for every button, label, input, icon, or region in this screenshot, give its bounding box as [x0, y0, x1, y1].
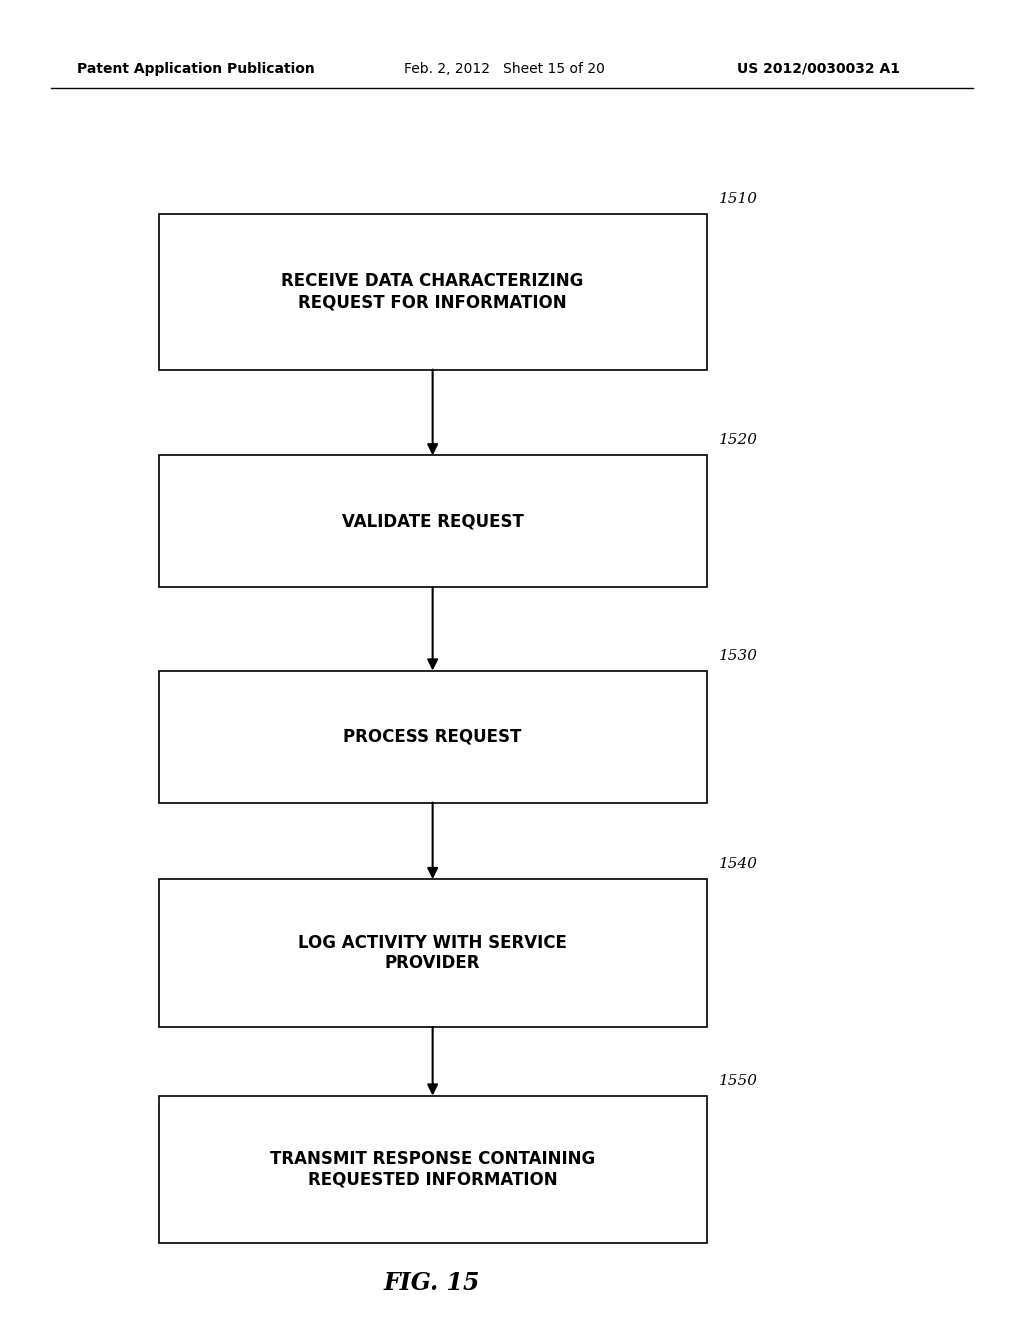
Text: 1540: 1540 — [719, 857, 758, 871]
Bar — [159, 1096, 707, 1243]
Text: 1550: 1550 — [719, 1073, 758, 1088]
Bar — [159, 671, 707, 803]
Text: 1510: 1510 — [719, 191, 758, 206]
Text: FIG. 15: FIG. 15 — [384, 1271, 480, 1295]
Bar — [159, 879, 707, 1027]
Text: TRANSMIT RESPONSE CONTAINING
REQUESTED INFORMATION: TRANSMIT RESPONSE CONTAINING REQUESTED I… — [270, 1150, 595, 1189]
Text: LOG ACTIVITY WITH SERVICE
PROVIDER: LOG ACTIVITY WITH SERVICE PROVIDER — [298, 933, 567, 973]
Text: PROCESS REQUEST: PROCESS REQUEST — [343, 727, 522, 746]
Text: RECEIVE DATA CHARACTERIZING
REQUEST FOR INFORMATION: RECEIVE DATA CHARACTERIZING REQUEST FOR … — [282, 272, 584, 312]
Text: Patent Application Publication: Patent Application Publication — [77, 62, 314, 75]
Text: 1520: 1520 — [719, 433, 758, 447]
Text: VALIDATE REQUEST: VALIDATE REQUEST — [342, 512, 523, 531]
Bar — [159, 214, 707, 370]
Bar — [159, 455, 707, 587]
Text: 1530: 1530 — [719, 648, 758, 663]
Text: Feb. 2, 2012   Sheet 15 of 20: Feb. 2, 2012 Sheet 15 of 20 — [404, 62, 605, 75]
Text: US 2012/0030032 A1: US 2012/0030032 A1 — [737, 62, 900, 75]
